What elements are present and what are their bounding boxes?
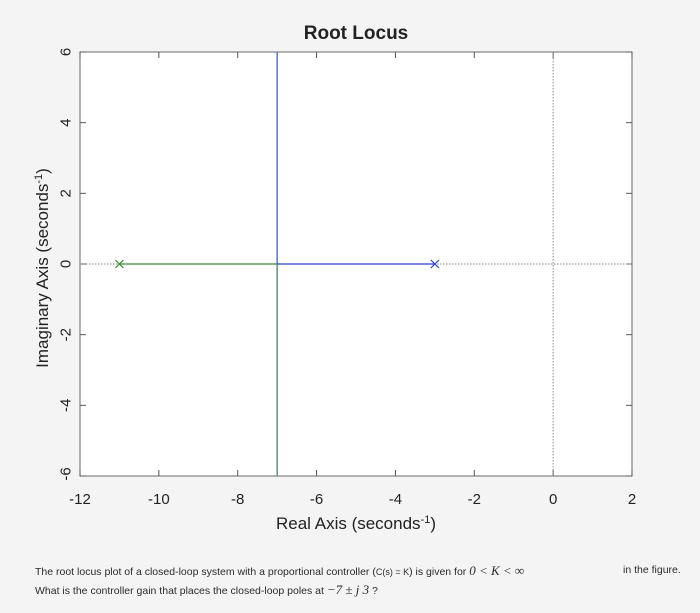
pole-marker-2: [430, 259, 440, 269]
root-locus-chart: -12 -10 -8 -6 -4 -2 0 2 -6 -4 -2 0 2 4 6 Root Locus R…: [33, 23, 636, 533]
question-line-1-mid: ) is given for: [409, 566, 467, 578]
y-axis-label: Imaginary Axis (seconds-1): [33, 168, 52, 368]
x-tick-label: -8: [231, 491, 244, 508]
question-line-1-end: in the figure.: [623, 564, 681, 576]
question-line-2-start: What is the controller gain that places …: [35, 585, 324, 597]
y-ticks: -6 -4 -2 0 2 4 6: [58, 48, 632, 481]
question-line-1-start: The root locus plot of a closed-loop sys…: [35, 566, 376, 578]
chart-title: Root Locus: [304, 23, 409, 44]
x-tick-label: -4: [389, 491, 402, 508]
question-line-2: What is the controller gain that places …: [35, 580, 695, 601]
x-tick-label: -2: [468, 491, 481, 508]
x-tick-label: -10: [148, 491, 170, 508]
controller-expression: C(s) = K: [375, 567, 410, 577]
y-tick-label: 4: [58, 118, 75, 126]
locus-branches: [119, 52, 435, 476]
y-tick-label: 6: [58, 48, 75, 56]
open-loop-poles: [115, 259, 440, 269]
gain-range: 0 < K < ∞: [469, 563, 525, 578]
y-tick-label: -2: [58, 328, 75, 341]
question-line-1: The root locus plot of a closed-loop sys…: [35, 561, 695, 580]
question-mark: ?: [372, 585, 378, 597]
pole-marker-1: [115, 259, 124, 269]
x-tick-label: -12: [69, 491, 91, 508]
y-tick-label: -4: [58, 399, 75, 412]
x-tick-label: 2: [628, 491, 636, 508]
x-ticks: -12 -10 -8 -6 -4 -2 0 2: [69, 52, 636, 508]
x-tick-label: 0: [549, 491, 557, 508]
x-axis-label: Real Axis (seconds-1): [276, 514, 436, 533]
y-tick-label: -6: [58, 467, 75, 480]
target-poles: −7 ± j 3: [326, 582, 370, 597]
y-tick-label: 2: [58, 189, 75, 197]
question-text: The root locus plot of a closed-loop sys…: [35, 561, 695, 601]
x-tick-label: -6: [310, 491, 323, 508]
y-tick-label: 0: [58, 260, 75, 268]
